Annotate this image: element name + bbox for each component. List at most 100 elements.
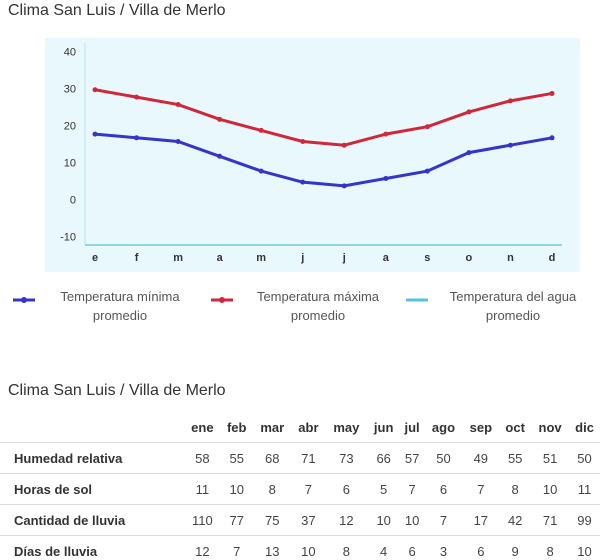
cell: 10: [399, 504, 425, 536]
data-point: [217, 153, 223, 159]
y-tick-label: 0: [70, 195, 76, 207]
cell: 8: [531, 535, 570, 560]
corner: [0, 412, 184, 443]
header-row: ene feb mar abr may jun jul ago sep oct nov dic: [0, 412, 600, 443]
legend-label: Temperatura máxima promedio: [256, 289, 380, 323]
data-point: [258, 168, 264, 174]
cell: 7: [462, 473, 500, 505]
cell: 10: [291, 535, 325, 560]
data-point: [217, 116, 223, 122]
column-header: mar: [252, 412, 292, 443]
cell: 7: [220, 535, 253, 560]
cell: 12: [325, 504, 368, 536]
x-tick-label: j: [300, 252, 304, 264]
cell: 17: [462, 504, 500, 536]
cell: 6: [424, 473, 463, 505]
cell: 8: [252, 473, 292, 505]
x-tick-label: f: [135, 252, 139, 264]
cell: 66: [367, 442, 400, 474]
row-label: Días de lluvia: [0, 535, 184, 560]
legend-marker: [211, 297, 233, 303]
cell: 6: [462, 535, 500, 560]
y-tick-label: 40: [64, 47, 76, 59]
cell: 6: [399, 535, 425, 560]
cell: 50: [569, 442, 600, 474]
column-header: sep: [462, 412, 500, 443]
column-header: feb: [220, 412, 253, 443]
cell: 77: [220, 504, 253, 536]
chart-title: Clima San Luis / Villa de Merlo: [8, 2, 226, 19]
data-point: [134, 135, 140, 141]
data-point: [300, 179, 306, 185]
data-point: [175, 102, 181, 108]
y-tick-label: 10: [64, 158, 76, 170]
column-header: jun: [367, 412, 400, 443]
y-tick-label: 20: [64, 121, 76, 133]
data-point: [466, 150, 472, 156]
series-line: [94, 132, 553, 188]
x-tick-label: j: [342, 252, 346, 264]
cell: 3: [424, 535, 463, 560]
legend-dot: [219, 297, 225, 303]
data-point: [383, 131, 389, 137]
plot-background: [45, 38, 580, 272]
data-point: [466, 109, 472, 115]
cell: 99: [569, 504, 600, 536]
cell: 37: [291, 504, 325, 536]
cell: 71: [291, 442, 325, 474]
data-point: [92, 87, 98, 93]
legend-marker: [406, 298, 428, 302]
column-header: nov: [531, 412, 570, 443]
table-row: Horas de sol 11 10 8 7 6 5 7 6 7 8 10 11: [0, 473, 600, 505]
cell: 11: [569, 473, 600, 505]
cell: 73: [325, 442, 368, 474]
data-point: [175, 139, 181, 144]
cell: 68: [252, 442, 292, 474]
cell: 9: [499, 535, 532, 560]
table-title: Clima San Luis / Villa de Merlo: [8, 382, 226, 399]
data-point: [341, 183, 347, 189]
table-row: Cantidad de lluvia 110 77 75 37 12 10 10 7 17 42 71…: [0, 504, 600, 536]
table-row: Días de lluvia 12 7 13 10 8 4 6 3 6 9 8 10: [0, 535, 600, 560]
cell: 42: [499, 504, 532, 536]
cell: 55: [220, 442, 253, 474]
data-point: [383, 175, 389, 181]
x-tick-label: d: [549, 252, 556, 264]
series-line: [94, 88, 553, 147]
data-point: [258, 127, 264, 133]
column-header: jul: [399, 412, 425, 443]
x-tick-label: m: [256, 252, 266, 264]
x-tick-label: n: [507, 252, 514, 264]
cell: 12: [184, 535, 221, 560]
cell: 8: [499, 473, 532, 505]
x-tick-label: e: [92, 252, 98, 264]
data-point: [134, 94, 140, 100]
data-point: [507, 98, 513, 104]
cell: 10: [367, 504, 400, 536]
cell: 10: [531, 473, 570, 505]
cell: 7: [291, 473, 325, 505]
x-tick-label: a: [217, 252, 224, 264]
data-point: [424, 168, 430, 174]
cell: 5: [367, 473, 400, 505]
data-point: [92, 131, 98, 137]
cell: 13: [252, 535, 292, 560]
row-label: Horas de sol: [0, 473, 184, 505]
cell: 10: [569, 535, 600, 560]
cell: 51: [531, 442, 570, 474]
row-label: Humedad relativa: [0, 442, 184, 474]
data-point: [507, 142, 513, 148]
row-label: Cantidad de lluvia: [0, 504, 184, 536]
cell: 6: [325, 473, 368, 505]
y-tick-label: -10: [60, 232, 76, 244]
legend-dot: [21, 297, 27, 303]
x-tick-label: o: [466, 252, 473, 264]
x-tick-label: m: [173, 252, 183, 264]
y-tick-label: 30: [64, 84, 76, 96]
cell: 55: [499, 442, 532, 474]
column-header: ene: [184, 412, 221, 443]
cell: 50: [424, 442, 463, 474]
data-point: [424, 124, 430, 130]
cell: 71: [531, 504, 570, 536]
